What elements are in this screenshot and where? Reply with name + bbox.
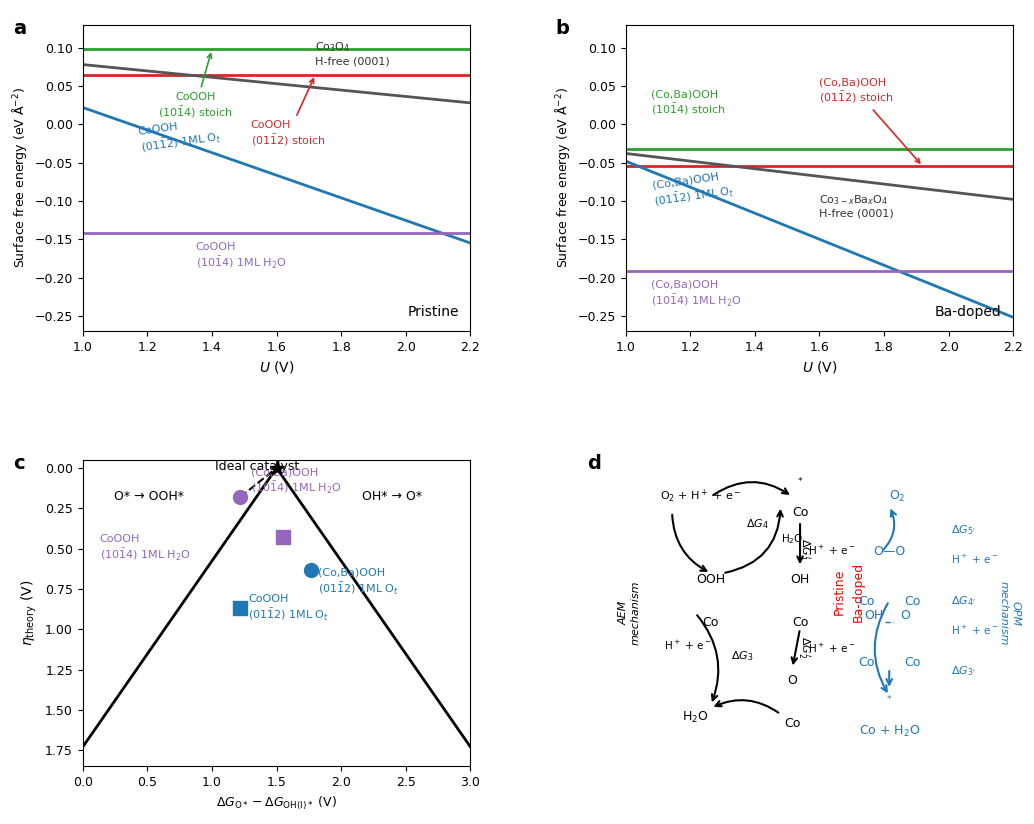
Text: Ba-doped: Ba-doped: [935, 305, 1002, 319]
Text: Co$_{3-x}$Ba$_x$O$_4$
H-free (0001): Co$_{3-x}$Ba$_x$O$_4$ H-free (0001): [819, 193, 894, 218]
Text: Co: Co: [858, 656, 874, 669]
Text: H$^+$ + e$^−$: H$^+$ + e$^−$: [951, 553, 999, 566]
Point: [232, 490, 249, 503]
Text: Co + H$_2$O: Co + H$_2$O: [858, 723, 920, 738]
Text: a: a: [12, 19, 26, 38]
Text: Ba-doped: Ba-doped: [852, 562, 864, 622]
Text: (Co,Ba)OOH
(10$\bar{1}$4) 1ML H$_2$O: (Co,Ba)OOH (10$\bar{1}$4) 1ML H$_2$O: [651, 280, 742, 308]
Text: (Co,Ba)OOH
(01$\bar{1}$2) stoich: (Co,Ba)OOH (01$\bar{1}$2) stoich: [819, 77, 920, 163]
Text: $^*$: $^*$: [885, 695, 893, 708]
Text: H$^+$ + e$^−$: H$^+$ + e$^−$: [951, 624, 999, 637]
Text: H$_2$O: H$_2$O: [682, 709, 708, 725]
Text: H$^+$ + e$^−$: H$^+$ + e$^−$: [664, 639, 712, 652]
Text: Co: Co: [792, 506, 809, 519]
Text: $^*$: $^*$: [796, 478, 804, 490]
Text: OOH: OOH: [696, 573, 726, 586]
Text: AEM
mechanism: AEM mechanism: [618, 581, 640, 645]
Text: b: b: [556, 19, 570, 38]
Text: $\Delta G_3$: $\Delta G_3$: [731, 649, 753, 662]
Text: (Co,Ba)OOH
(01$\bar{1}$2) 1ML O$_t$: (Co,Ba)OOH (01$\bar{1}$2) 1ML O$_t$: [651, 170, 735, 208]
Text: CoOOH
(01$\bar{1}$2) stoich: CoOOH (01$\bar{1}$2) stoich: [250, 79, 326, 148]
Text: H$_2$O: H$_2$O: [781, 532, 803, 546]
Text: (Co,Ba)OOH
(10$\bar{1}$4) stoich: (Co,Ba)OOH (10$\bar{1}$4) stoich: [651, 89, 726, 117]
Y-axis label: $\eta_{\mathrm{theory}}$ (V): $\eta_{\mathrm{theory}}$ (V): [20, 580, 39, 646]
Text: CoOOH
(10$\bar{1}$4) stoich: CoOOH (10$\bar{1}$4) stoich: [158, 54, 234, 119]
Text: Ideal catalyst: Ideal catalyst: [215, 460, 299, 473]
Text: Co: Co: [905, 595, 920, 608]
Point: [303, 563, 320, 576]
Y-axis label: Surface free energy (eV Å$^{-2}$): Surface free energy (eV Å$^{-2}$): [553, 87, 572, 269]
Text: OH* → O*: OH* → O*: [362, 489, 422, 503]
Text: $\Delta G_2'$: $\Delta G_2'$: [796, 636, 812, 658]
Text: $\Delta G_{5'}$: $\Delta G_{5'}$: [951, 523, 976, 537]
Text: Co: Co: [784, 717, 800, 730]
Text: CoOOH
(01$\bar{1}$2) 1ML O$_t$: CoOOH (01$\bar{1}$2) 1ML O$_t$: [138, 115, 222, 155]
Text: $\Delta G_4$: $\Delta G_4$: [746, 517, 769, 531]
Text: Co: Co: [858, 595, 874, 608]
Text: CoOOH
(01$\bar{1}$2) 1ML O$_t$: CoOOH (01$\bar{1}$2) 1ML O$_t$: [248, 594, 329, 622]
Text: OH: OH: [864, 609, 883, 622]
Text: O—O: O—O: [873, 545, 906, 558]
Text: Pristine: Pristine: [407, 305, 459, 319]
Y-axis label: Surface free energy (eV Å$^{-2}$): Surface free energy (eV Å$^{-2}$): [10, 87, 29, 269]
Text: OH: OH: [790, 573, 810, 586]
Text: $\Delta G_1'$: $\Delta G_1'$: [796, 538, 812, 560]
Text: Pristine: Pristine: [832, 569, 846, 615]
Text: $\Delta G_{4'}$: $\Delta G_{4'}$: [951, 594, 976, 608]
X-axis label: $U$ (V): $U$ (V): [258, 359, 295, 376]
Text: Co: Co: [703, 616, 719, 630]
Text: CoOOH
(10$\bar{1}$4) 1ML H$_2$O: CoOOH (10$\bar{1}$4) 1ML H$_2$O: [99, 534, 190, 562]
Text: OPM
mechanism: OPM mechanism: [999, 581, 1021, 645]
Point: [232, 602, 249, 615]
Text: Co: Co: [905, 656, 920, 669]
X-axis label: $U$ (V): $U$ (V): [801, 359, 838, 376]
X-axis label: $\Delta G_{\mathrm{O*}} - \Delta G_{\mathrm{OH(l)*}}$ (V): $\Delta G_{\mathrm{O*}} - \Delta G_{\mat…: [216, 794, 337, 812]
Text: (Co,Ba)OOH
(10$\bar{1}$4) 1ML H$_2$O: (Co,Ba)OOH (10$\bar{1}$4) 1ML H$_2$O: [250, 467, 341, 495]
Point: [275, 531, 292, 544]
Text: $\Delta G_{3'}$: $\Delta G_{3'}$: [951, 664, 976, 678]
Text: O$_2$ + H$^+$ + e$^−$: O$_2$ + H$^+$ + e$^−$: [661, 488, 741, 505]
Text: O$_2$: O$_2$: [888, 489, 906, 504]
Text: H$^+$ + e$^−$: H$^+$ + e$^−$: [808, 544, 855, 557]
Text: d: d: [587, 454, 601, 473]
Text: O* → OOH*: O* → OOH*: [114, 489, 184, 503]
Text: Co: Co: [792, 616, 809, 630]
Text: CoOOH
(10$\bar{1}$4) 1ML H$_2$O: CoOOH (10$\bar{1}$4) 1ML H$_2$O: [195, 241, 286, 269]
Text: O: O: [787, 674, 797, 686]
Text: (Co,Ba)OOH
(01$\bar{1}$2) 1ML O$_t$: (Co,Ba)OOH (01$\bar{1}$2) 1ML O$_t$: [318, 568, 399, 596]
Text: O: O: [900, 609, 910, 622]
Text: c: c: [12, 454, 25, 473]
Text: H$^+$ + e$^−$: H$^+$ + e$^−$: [808, 642, 855, 655]
Text: Co$_3$O$_4$
H-free (0001): Co$_3$O$_4$ H-free (0001): [315, 40, 390, 66]
